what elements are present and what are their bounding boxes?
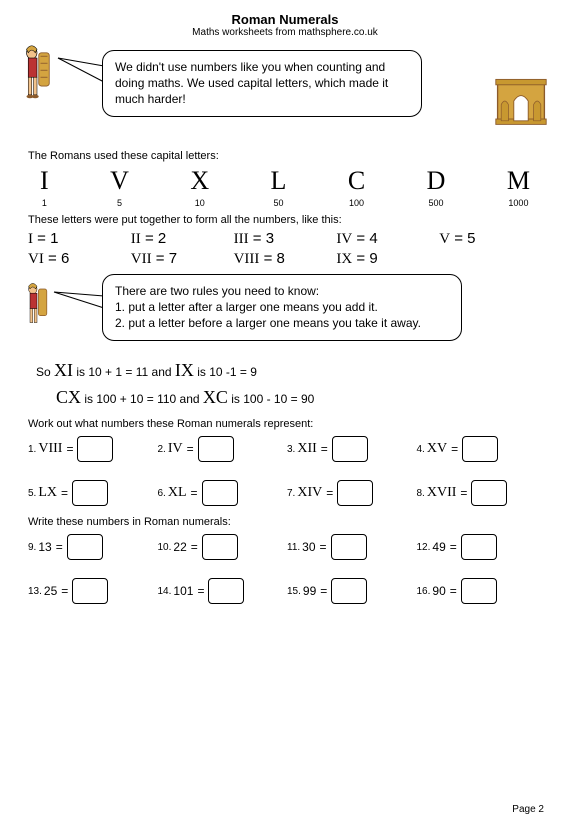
- example-item: VIII = 8: [234, 250, 337, 268]
- arch-icon: [494, 74, 548, 128]
- example-item: VII = 7: [131, 250, 234, 268]
- answer-box[interactable]: [332, 436, 368, 462]
- rules-lead: There are two rules you need to know:: [115, 283, 449, 299]
- page-subtitle: Maths worksheets from mathsphere.co.uk: [28, 27, 542, 38]
- roman-soldier-small-icon: [22, 282, 52, 338]
- question-item: 7. XIV=: [287, 480, 413, 506]
- answer-box[interactable]: [72, 480, 108, 506]
- question-item: 6. XL=: [158, 480, 284, 506]
- answer-box[interactable]: [331, 534, 367, 560]
- example-item: I = 1: [28, 230, 131, 248]
- example-item: IV = 4: [336, 230, 439, 248]
- answer-box[interactable]: [77, 436, 113, 462]
- answer-box[interactable]: [471, 480, 507, 506]
- page-header: Roman Numerals Maths worksheets from mat…: [28, 12, 542, 38]
- page-title: Roman Numerals: [28, 12, 542, 27]
- example-item: II = 2: [131, 230, 234, 248]
- answer-box[interactable]: [67, 534, 103, 560]
- question-item: 3. XII=: [287, 436, 413, 462]
- question-item: 8. XVII=: [417, 480, 543, 506]
- speech-bubble-intro: We didn't use numbers like you when coun…: [102, 50, 422, 117]
- letter-rn: D: [427, 166, 446, 196]
- questions-grid-2: 9. 13= 10. 22= 11. 30= 12. 49= 13. 25= 1…: [28, 534, 542, 604]
- page-number: Page 2: [512, 804, 544, 815]
- roman-soldier-icon: [18, 44, 56, 114]
- letter-val: 100: [348, 198, 365, 208]
- question-item: 13. 25=: [28, 578, 154, 604]
- answer-box[interactable]: [461, 578, 497, 604]
- question-item: 11. 30=: [287, 534, 413, 560]
- letter-rn: I: [40, 166, 49, 196]
- letter-val: 1: [40, 198, 49, 208]
- answer-box[interactable]: [337, 480, 373, 506]
- worked-example-2: CX is 100 + 10 = 110 and XC is 100 - 10 …: [56, 387, 542, 408]
- section-1-label: Work out what numbers these Roman numera…: [28, 418, 542, 430]
- rule-1: 1. put a letter after a larger one means…: [115, 299, 449, 315]
- worked-example-1: So XI is 10 + 1 = 11 and IX is 10 -1 = 9: [36, 360, 542, 381]
- intro-illustration-row: We didn't use numbers like you when coun…: [28, 44, 542, 144]
- rule-2: 2. put a letter before a larger one mean…: [115, 315, 449, 331]
- example-item: III = 3: [234, 230, 337, 248]
- letter-val: 500: [427, 198, 446, 208]
- question-item: 1. VIII=: [28, 436, 154, 462]
- speech-text: We didn't use numbers like you when coun…: [115, 60, 388, 106]
- questions-grid-1: 1. VIII= 2. IV= 3. XII= 4. XV= 5. LX= 6.…: [28, 436, 542, 506]
- letter-val: 5: [110, 198, 129, 208]
- rules-row: There are two rules you need to know: 1.…: [28, 274, 542, 352]
- question-item: 15. 99=: [287, 578, 413, 604]
- answer-box[interactable]: [198, 436, 234, 462]
- question-item: 2. IV=: [158, 436, 284, 462]
- question-item: 4. XV=: [417, 436, 543, 462]
- intro-text-2: These letters were put together to form …: [28, 214, 542, 226]
- question-item: 10. 22=: [158, 534, 284, 560]
- answer-box[interactable]: [208, 578, 244, 604]
- letter-rn: M: [507, 166, 530, 196]
- letter-rn: L: [271, 166, 287, 196]
- speech-bubble-rules: There are two rules you need to know: 1.…: [102, 274, 462, 341]
- letter-val: 10: [190, 198, 209, 208]
- example-item: VI = 6: [28, 250, 131, 268]
- question-item: 16. 90=: [417, 578, 543, 604]
- answer-box[interactable]: [462, 436, 498, 462]
- example-item: IX = 9: [336, 250, 439, 268]
- example-item: V = 5: [439, 230, 542, 248]
- question-item: 9. 13=: [28, 534, 154, 560]
- letter-val: 1000: [507, 198, 530, 208]
- answer-box[interactable]: [331, 578, 367, 604]
- examples-grid: I = 1 II = 2 III = 3 IV = 4 V = 5 VI = 6…: [28, 230, 542, 268]
- letter-val: 50: [271, 198, 287, 208]
- question-item: 5. LX=: [28, 480, 154, 506]
- question-item: 14. 101=: [158, 578, 284, 604]
- letter-rn: C: [348, 166, 365, 196]
- intro-text-1: The Romans used these capital letters:: [28, 150, 542, 162]
- question-item: 12. 49=: [417, 534, 543, 560]
- letter-rn: X: [190, 166, 209, 196]
- letter-rn: V: [110, 166, 129, 196]
- answer-box[interactable]: [72, 578, 108, 604]
- letters-row: I 1 V 5 X 10 L 50 C 100 D 500 M 1000: [28, 166, 542, 208]
- answer-box[interactable]: [461, 534, 497, 560]
- answer-box[interactable]: [202, 480, 238, 506]
- section-2-label: Write these numbers in Roman numerals:: [28, 516, 542, 528]
- answer-box[interactable]: [202, 534, 238, 560]
